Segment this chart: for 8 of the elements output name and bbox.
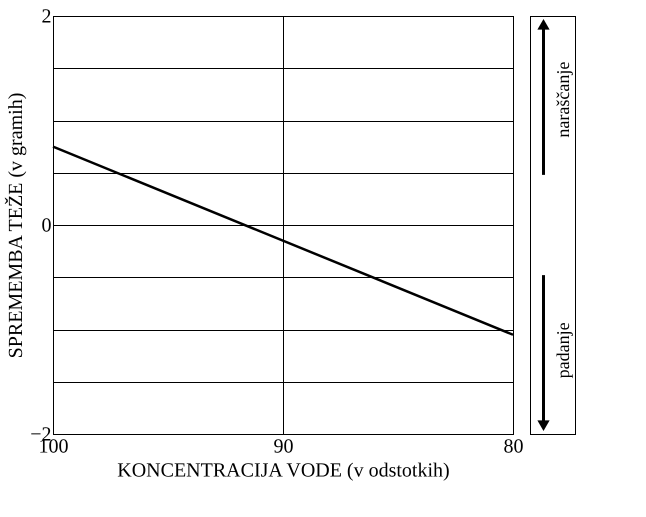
text: naraščanje — [552, 62, 573, 138]
x-tick-label: 80 — [504, 436, 524, 458]
text: padanje — [552, 322, 573, 378]
x-axis-title: KONCENTRACIJA VODE (v odstotkih) — [117, 460, 450, 482]
y-tick-label: 0 — [42, 214, 52, 236]
y-axis-title: SPREMEMBA TEŽE (v gramih) — [4, 92, 28, 358]
x-tick-label: 90 — [274, 436, 294, 458]
y-tick-label: 2 — [42, 6, 52, 28]
